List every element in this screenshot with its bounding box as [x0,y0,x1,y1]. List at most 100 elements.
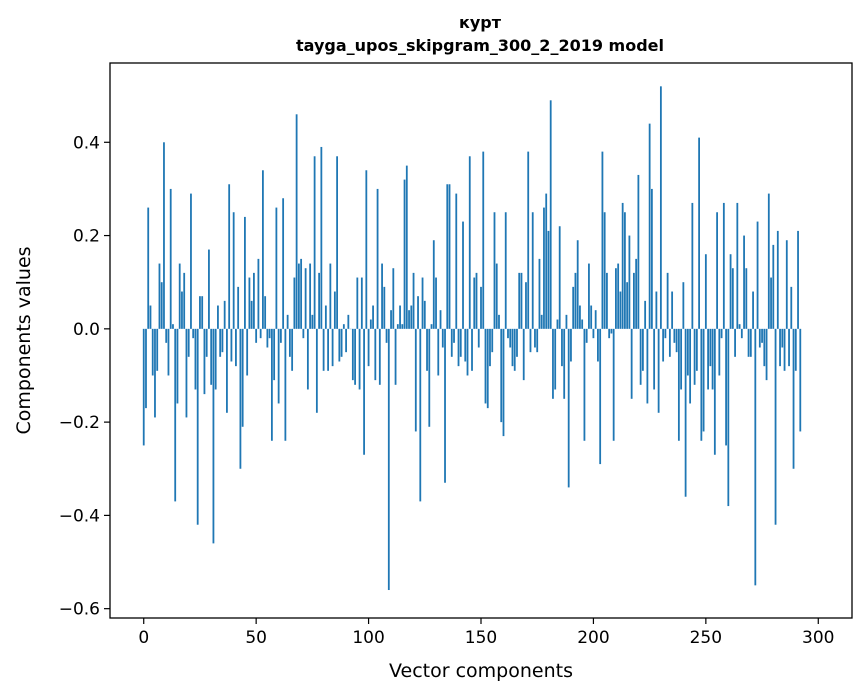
bar-180 [547,230,550,329]
bar-49 [253,272,255,329]
bar-273 [756,221,759,329]
bar-184 [556,319,559,329]
bar-248 [700,328,703,441]
bar-165 [513,328,516,371]
bar-250 [704,254,707,329]
bar-291 [797,230,799,329]
bar-68 [295,114,298,329]
bar-13 [172,324,174,329]
bar-55 [266,328,269,348]
bar-208 [610,328,613,334]
bar-47 [248,277,251,329]
bar-12 [169,188,172,329]
bar-290 [794,328,797,371]
bar-170 [525,282,527,329]
bar-281 [774,328,777,525]
bar-86 [336,156,338,329]
bar-6 [156,328,159,371]
bar-11 [167,328,170,376]
bar-231 [662,328,665,362]
x-tick-label: 300 [802,628,834,648]
bar-1 [145,328,147,409]
bar-53 [262,170,264,329]
bar-222 [641,328,644,371]
bar-143 [464,328,467,362]
bar-134 [444,328,446,483]
bar-213 [621,202,624,329]
bar-32 [214,328,217,390]
bar-236 [673,328,676,343]
bar-63 [284,328,287,441]
bar-129 [432,240,435,329]
bar-71 [302,328,305,339]
bar-278 [767,193,770,329]
bar-20 [187,328,190,357]
bar-270 [749,328,752,357]
bar-135 [446,184,449,329]
bar-239 [680,328,683,390]
y-tick-label: −0.4 [59,506,100,526]
bar-190 [570,328,572,362]
bar-228 [655,291,658,329]
bar-234 [668,328,671,357]
bar-5 [154,328,156,418]
x-axis-label: Vector components [389,660,573,682]
bar-166 [516,328,518,357]
bar-195 [581,319,584,329]
bar-52 [259,328,262,339]
bar-121 [414,328,417,432]
bar-103 [374,328,377,381]
bar-42 [237,286,240,329]
bar-240 [682,282,685,329]
bar-57 [270,328,273,441]
bar-102 [372,305,374,329]
bar-168 [520,272,523,329]
bar-70 [300,258,303,329]
bar-48 [250,300,253,329]
x-tick-label: 150 [465,628,497,648]
bar-265 [738,324,741,329]
bar-251 [707,328,709,390]
bar-156 [493,212,496,329]
bar-272 [754,328,757,586]
y-tick-label: 0.0 [73,320,100,340]
bar-66 [291,328,294,371]
bar-199 [590,305,593,329]
bar-107 [383,286,386,329]
bar-38 [228,184,231,329]
bar-82 [327,328,329,371]
bar-276 [763,328,766,367]
bar-277 [765,328,768,381]
bar-192 [574,272,577,329]
bar-145 [468,156,471,329]
bar-25 [199,296,201,329]
x-tick-label: 200 [577,628,609,648]
bar-194 [579,305,581,329]
bar-188 [565,314,568,329]
bar-154 [489,328,491,367]
bar-247 [698,137,700,329]
bar-35 [221,328,224,353]
bar-157 [495,263,498,329]
bar-255 [716,212,718,329]
x-tick-label: 250 [690,628,722,648]
y-tick-label: −0.6 [59,600,100,620]
bar-80 [322,328,325,371]
bar-10 [165,328,168,343]
bar-202 [597,328,599,362]
bar-79 [320,146,323,329]
bar-15 [176,328,179,404]
bar-75 [311,314,314,329]
chart-title: курт [459,13,502,32]
bar-131 [437,328,440,376]
bar-269 [747,328,750,357]
bar-218 [633,272,635,329]
bar-161 [504,212,507,329]
bar-29 [208,249,210,329]
bar-40 [232,212,235,329]
bar-169 [522,328,525,381]
bar-22 [192,328,195,339]
bar-132 [439,310,442,329]
bar-119 [410,305,413,329]
bar-90 [345,328,347,353]
